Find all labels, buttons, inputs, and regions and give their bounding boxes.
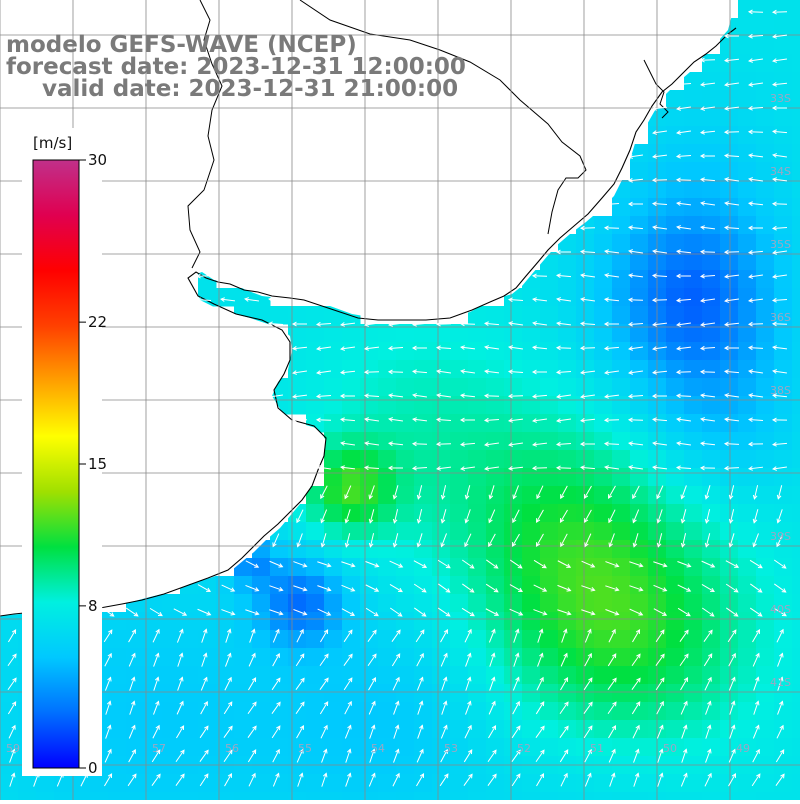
colorbar: [m/s] 30 22 15 8 0 [22, 128, 107, 777]
latitude-label: 33S [770, 92, 791, 105]
longitude-label: 56 [225, 742, 239, 755]
latitude-label: 35S [770, 238, 791, 251]
colorbar-scale [33, 160, 79, 768]
latitude-label: 39S [770, 530, 791, 543]
longitude-label: 50 [663, 742, 677, 755]
longitude-label: 55 [298, 742, 312, 755]
longitude-label: 54 [371, 742, 385, 755]
colorbar-unit: [m/s] [33, 134, 72, 152]
colorbar-tick-label: 15 [88, 455, 107, 473]
title-valid-date: valid date: 2023-12-31 21:00:00 [42, 76, 458, 102]
latitude-label: 38S [770, 384, 791, 397]
colorbar-tick-label: 30 [88, 151, 107, 169]
colorbar-tick-label: 8 [88, 597, 98, 615]
latitude-label: 40S [770, 603, 791, 616]
latitude-label: 34S [770, 165, 791, 178]
latitude-label: 41S [770, 676, 791, 689]
longitude-label: 52 [517, 742, 531, 755]
colorbar-tick-label: 0 [88, 759, 98, 777]
wind-arrow [269, 298, 283, 302]
colorbar-tick-label: 22 [88, 313, 107, 331]
longitude-label: 51 [590, 742, 604, 755]
longitude-label: 57 [152, 742, 166, 755]
latitude-label: 36S [770, 311, 791, 324]
longitude-label: 59 [6, 742, 20, 755]
wind-arrow [293, 418, 307, 422]
longitude-label: 49 [736, 742, 750, 755]
longitude-label: 53 [444, 742, 458, 755]
